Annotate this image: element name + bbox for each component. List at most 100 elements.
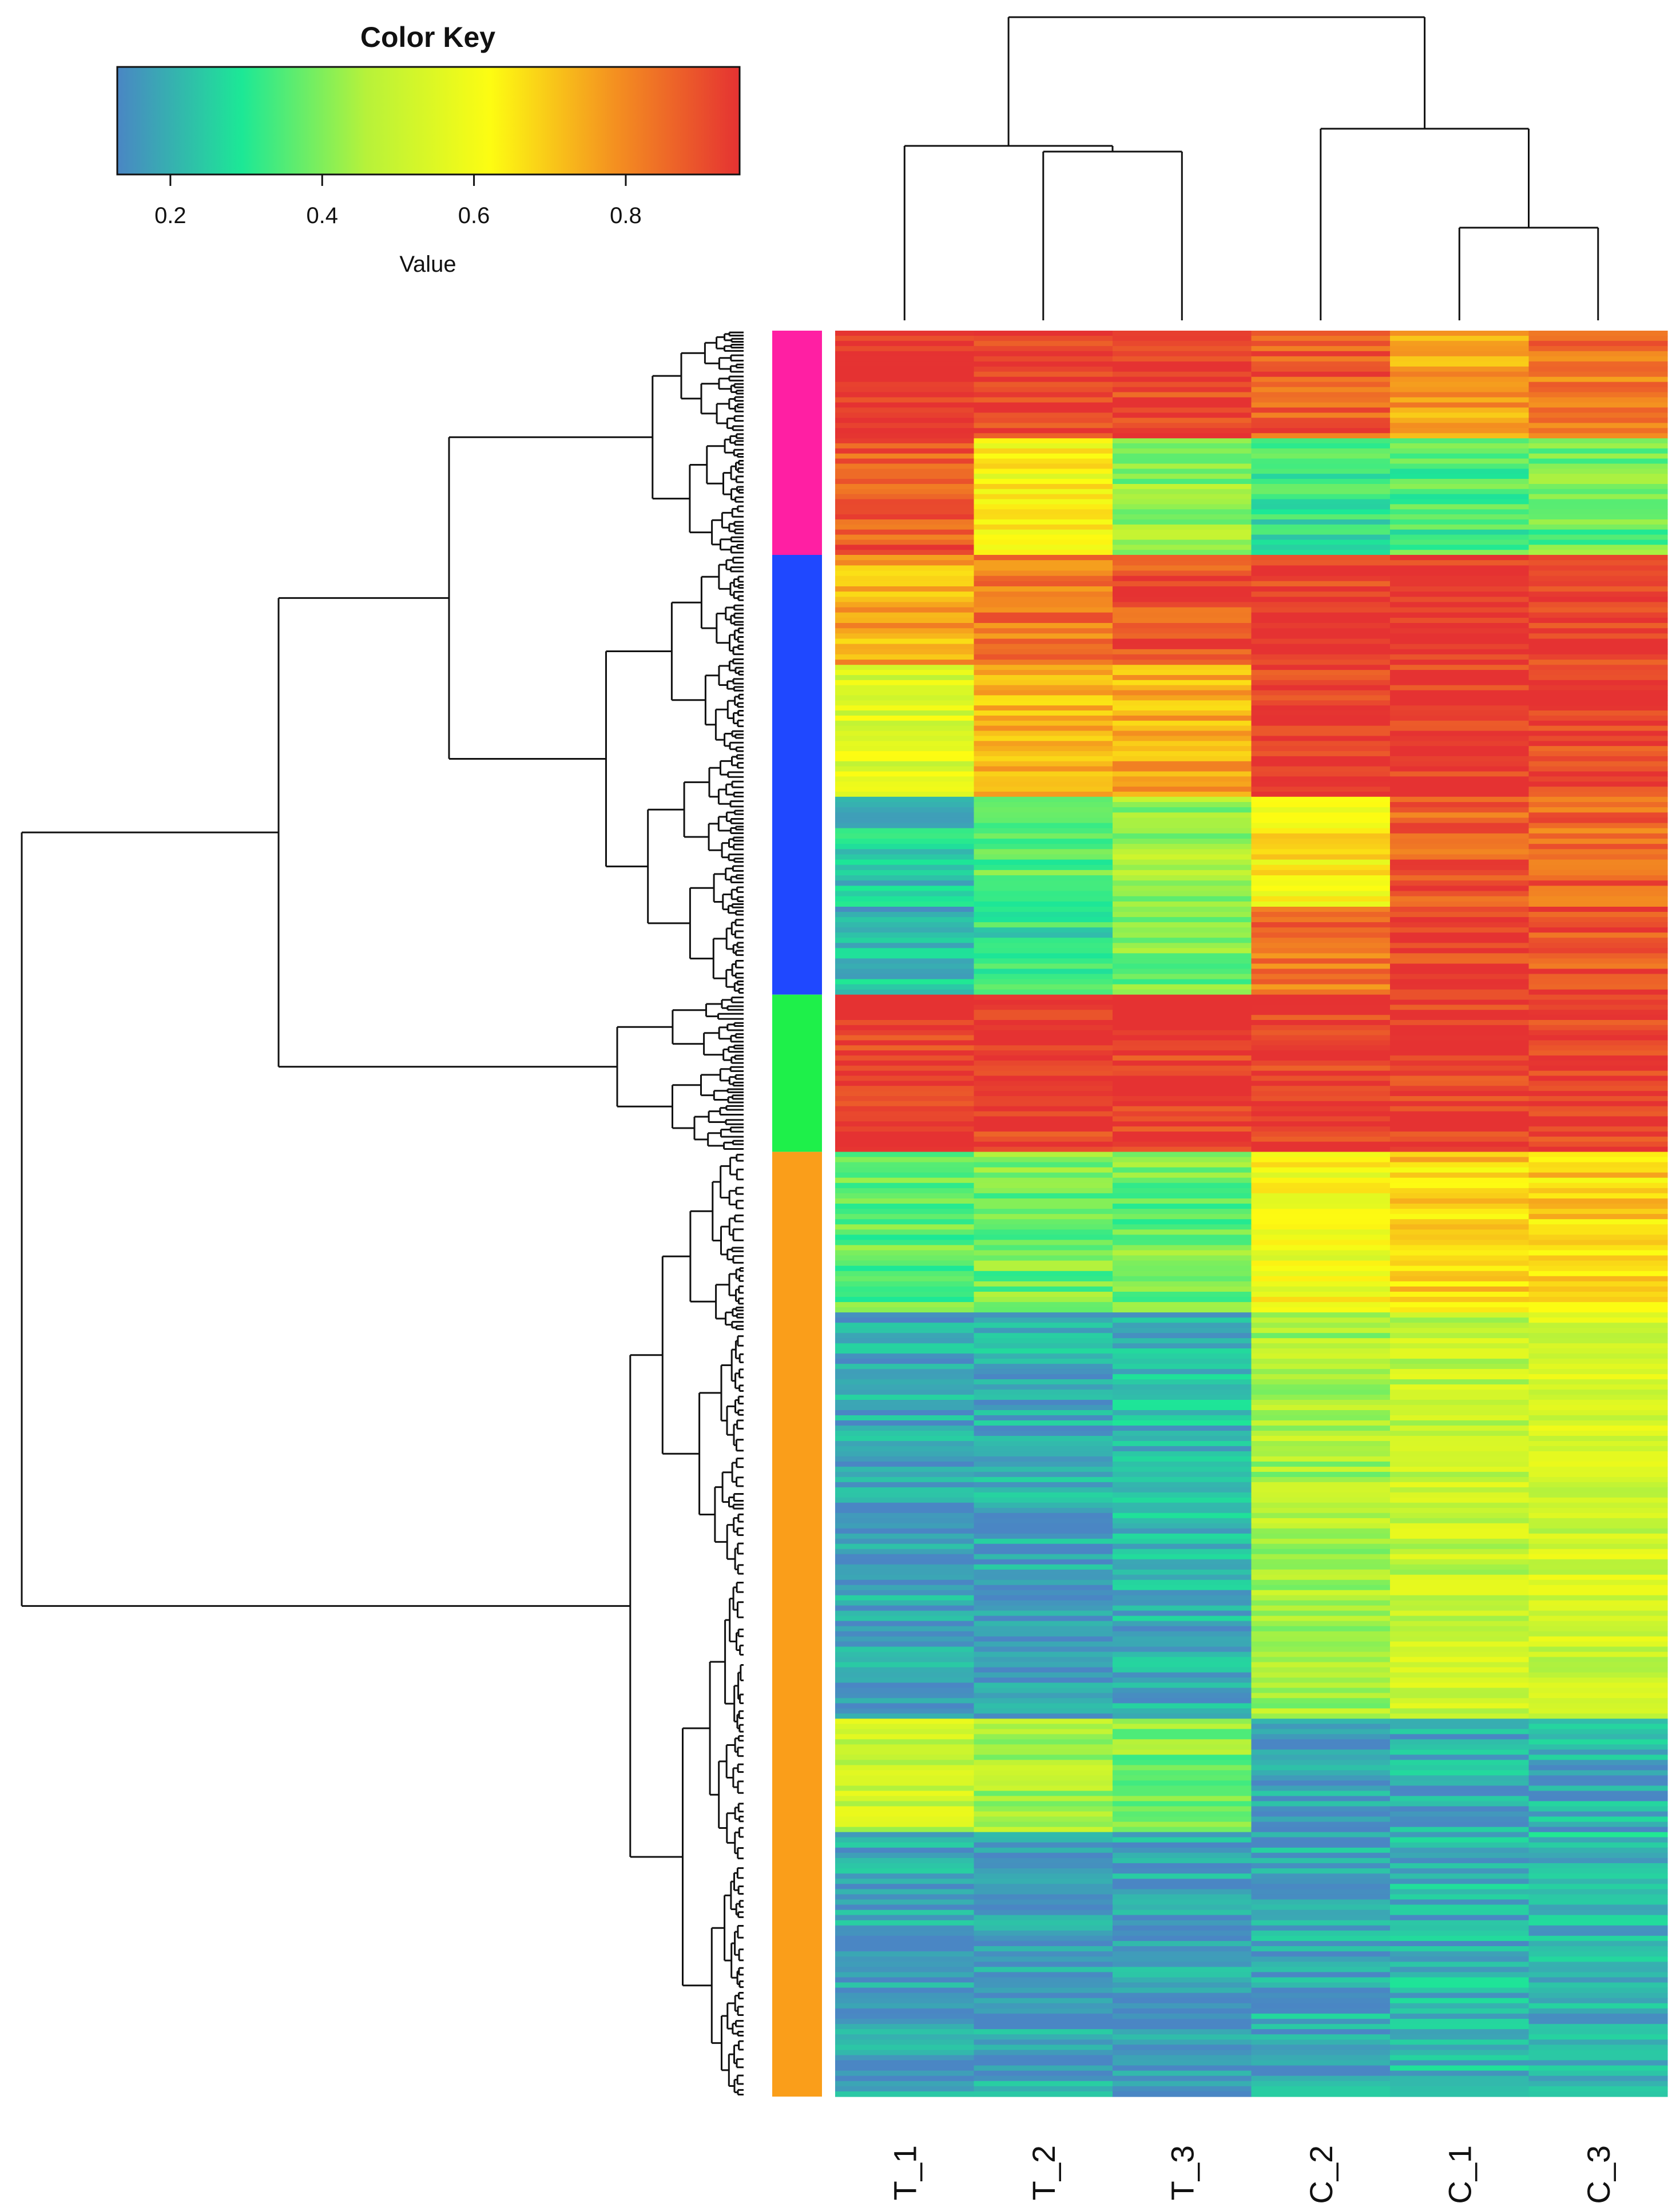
heatmap-cell [1390, 392, 1530, 398]
heatmap-cell [1251, 1035, 1391, 1041]
heatmap-cell [1528, 695, 1668, 701]
heatmap-cell [1528, 592, 1668, 597]
heatmap-cell [835, 1564, 975, 1570]
heatmap-cell [835, 710, 975, 716]
heatmap-cell [1528, 1405, 1668, 1411]
heatmap-cell [1390, 1884, 1530, 1890]
heatmap-cell [1251, 864, 1391, 871]
heatmap-cell [1113, 534, 1252, 541]
heatmap-cell [1251, 938, 1391, 943]
heatmap-cell [1113, 376, 1252, 383]
heatmap-cell [974, 581, 1113, 587]
heatmap-cell [974, 550, 1113, 555]
heatmap-cell [835, 1005, 975, 1010]
heatmap-cell [835, 1992, 975, 1999]
heatmap-cell [1113, 1801, 1252, 1807]
heatmap-cell [1390, 1400, 1530, 1406]
heatmap-cell [1528, 833, 1668, 839]
heatmap-cell [974, 1925, 1113, 1931]
heatmap-cell [835, 1431, 975, 1436]
heatmap-cell [1528, 1075, 1668, 1081]
heatmap-cell [1113, 1951, 1252, 1957]
heatmap-cell [1251, 2086, 1391, 2092]
heatmap-cell [974, 2055, 1113, 2061]
heatmap-cell [974, 1956, 1113, 1962]
heatmap-cell [1528, 1744, 1668, 1750]
heatmap-cell [1390, 649, 1530, 655]
heatmap-cell [974, 592, 1113, 597]
heatmap-cell [1113, 1615, 1252, 1622]
heatmap-cell [835, 361, 975, 367]
heatmap-cell [974, 570, 1113, 577]
heatmap-cell [1113, 1785, 1252, 1792]
heatmap-cell [1528, 1827, 1668, 1833]
heatmap-cell [1390, 545, 1530, 550]
heatmap-cell [1390, 1760, 1530, 1765]
heatmap-cell [835, 649, 975, 655]
heatmap-cell [835, 1209, 975, 1214]
heatmap-cell [1390, 963, 1530, 970]
heatmap-cell [1528, 1106, 1668, 1112]
heatmap-cell [835, 565, 975, 571]
heatmap-cell [974, 1554, 1113, 1560]
heatmap-cell [1113, 1590, 1252, 1596]
heatmap-cell [835, 1333, 975, 1339]
heatmap-cell [1390, 1698, 1530, 1704]
heatmap-cell [1113, 2013, 1252, 2019]
heatmap-cell [1113, 1276, 1252, 1282]
heatmap-cell [974, 833, 1113, 839]
heatmap-cell [1390, 423, 1530, 428]
heatmap-cell [1113, 1811, 1252, 1817]
heatmap-cell [1528, 1852, 1668, 1859]
heatmap-cell [1113, 1162, 1252, 1168]
heatmap-cell [1113, 1967, 1252, 1972]
heatmap-cell [1113, 2003, 1252, 2009]
heatmap-cell [1251, 1177, 1391, 1184]
heatmap-cell [974, 1030, 1113, 1036]
heatmap-cell [835, 1234, 975, 1241]
heatmap-cell [1390, 1600, 1530, 1606]
heatmap-cell [1251, 1446, 1391, 1452]
heatmap-cell [1113, 725, 1252, 732]
heatmap-cell [1390, 1476, 1530, 1483]
heatmap-cell [1528, 1446, 1668, 1452]
heatmap-cell [1251, 2081, 1391, 2087]
heatmap-cell [1113, 1420, 1252, 1426]
heatmap-cell [1390, 756, 1530, 762]
heatmap-cell [1390, 1925, 1530, 1931]
heatmap-cell [1113, 953, 1252, 959]
heatmap-cell [974, 1482, 1113, 1488]
heatmap-cell [1528, 361, 1668, 367]
heatmap-cell [974, 823, 1113, 829]
heatmap-cell [1390, 479, 1530, 485]
heatmap-cell [1390, 2008, 1530, 2014]
heatmap-cell [1528, 458, 1668, 465]
heatmap-cell [974, 675, 1113, 681]
heatmap-cell [1390, 331, 1530, 336]
heatmap-cell [835, 685, 975, 691]
heatmap-cell [835, 1842, 975, 1848]
heatmap-cell [835, 1765, 975, 1771]
heatmap-cell [1113, 1234, 1252, 1241]
heatmap-cell [1528, 1915, 1668, 1921]
heatmap-cell [1113, 1260, 1252, 1267]
heatmap-cell [974, 1863, 1113, 1869]
heatmap-cell [1113, 680, 1252, 686]
heatmap-cell [1251, 787, 1391, 792]
heatmap-cell [835, 844, 975, 850]
heatmap-cell [835, 1025, 975, 1031]
heatmap-cell [974, 1744, 1113, 1750]
heatmap-cell [1251, 1765, 1391, 1771]
heatmap-cell [1251, 1198, 1391, 1204]
heatmap-cell [1113, 1708, 1252, 1714]
heatmap-cell [1113, 1209, 1252, 1214]
heatmap-cell [1528, 984, 1668, 990]
heatmap-cell [835, 463, 975, 469]
heatmap-cell [1251, 901, 1391, 907]
heatmap-cell [835, 2013, 975, 2019]
heatmap-cell [1528, 1998, 1668, 2004]
heatmap-cell [1390, 1868, 1530, 1874]
heatmap-cell [1390, 489, 1530, 495]
heatmap-cell [1251, 1182, 1391, 1189]
heatmap-cell [1251, 2065, 1391, 2071]
